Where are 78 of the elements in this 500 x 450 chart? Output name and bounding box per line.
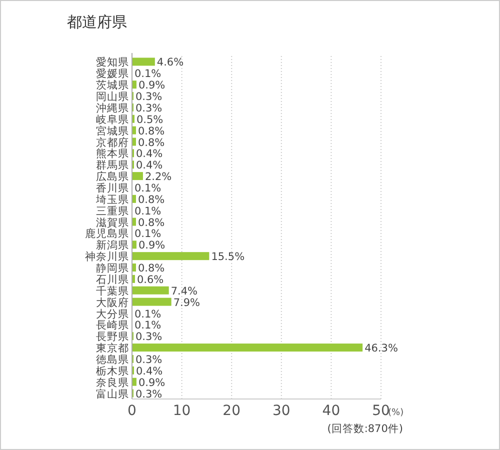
y-tick-label: 神奈川県 [85, 250, 129, 264]
y-tick-label: 鹿児島県 [85, 227, 129, 240]
y-tick-label: 熊本県 [96, 147, 129, 160]
data-label: 0.8% [138, 262, 165, 275]
data-label: 0.4% [136, 160, 163, 172]
text: (回答数:870件) [327, 423, 403, 435]
data-label: 0.3% [135, 102, 162, 114]
bar [132, 58, 155, 66]
data-label: 0.8% [138, 136, 165, 149]
y-tick-label: 岡山県 [96, 90, 129, 104]
bar [132, 80, 136, 89]
bar [132, 378, 136, 386]
data-label: 0.1% [134, 320, 162, 332]
y-tick-label: 新潟県 [96, 238, 129, 252]
y-tick-label: 徳島県 [96, 352, 129, 366]
data-label: 0.1% [134, 68, 162, 80]
y-tick-label: 茨城県 [96, 78, 129, 92]
x-axis-title: (%) [388, 408, 404, 418]
bar [132, 298, 172, 306]
data-label: 0.3% [135, 354, 162, 366]
data-label: 15.5% [211, 251, 245, 264]
y-tick-label: 長崎県 [96, 318, 129, 332]
data-label: 7.9% [173, 296, 200, 309]
y-tick-label: 京都府 [96, 136, 129, 149]
y-tick-label: 三重県 [96, 204, 129, 218]
data-label: 0.4% [136, 365, 163, 378]
y-tick-label: 広島県 [96, 170, 129, 184]
data-label: 0.3% [135, 91, 162, 104]
data-label: 0.3% [135, 331, 162, 344]
y-tick-label: 栃木県 [96, 364, 129, 378]
y-tick-label: 香川県 [96, 181, 129, 194]
chart-title: 都道府県 [67, 13, 127, 31]
x-tick-label: 10 [172, 403, 191, 419]
y-tick-label: 富山県 [96, 387, 129, 400]
data-label: 0.3% [135, 388, 162, 400]
bar [132, 344, 363, 352]
data-label: 0.1% [134, 228, 162, 240]
y-tick-label: 愛知県 [96, 56, 129, 69]
data-label: 0.1% [134, 182, 162, 194]
y-tick-label: 愛媛県 [96, 67, 129, 80]
bar [132, 240, 136, 249]
x-tick-label: 20 [222, 403, 241, 419]
bar [132, 286, 169, 294]
y-tick-label: 群馬県 [96, 160, 129, 172]
y-tick-label: 大阪府 [96, 296, 129, 309]
data-label: 0.4% [136, 148, 163, 160]
data-label: 0.8% [138, 194, 165, 206]
y-tick-label: 大分県 [96, 307, 129, 320]
y-tick-label: 静岡県 [96, 262, 129, 275]
data-label: 0.8% [138, 125, 165, 138]
data-label: 0.1% [134, 205, 162, 218]
data-label: 2.2% [144, 171, 172, 184]
y-tick-label: 宮城県 [96, 124, 129, 138]
y-tick-label: 石川県 [96, 272, 129, 286]
data-label: 0.8% [138, 216, 165, 229]
y-tick-label: 東京都 [96, 342, 129, 355]
y-tick-label: 埼玉県 [95, 194, 129, 206]
x-tick-label: 50 [372, 403, 390, 419]
y-tick-label: 沖縄県 [96, 101, 129, 114]
data-label: 46.3% [364, 342, 398, 355]
y-tick-label: 千葉県 [96, 284, 129, 298]
x-tick-label: 40 [322, 403, 340, 419]
x-tick-label: 30 [272, 403, 290, 419]
data-label: 0.9% [138, 80, 166, 92]
y-tick-label: 奈良県 [96, 376, 129, 389]
y-tick-label: 岐阜県 [96, 112, 129, 126]
data-label: 0.1% [134, 308, 162, 320]
data-label: 0.6% [136, 274, 164, 286]
data-label: 0.9% [138, 376, 166, 389]
y-tick-label: 滋賀県 [96, 216, 129, 229]
bar [132, 252, 210, 260]
bar [132, 172, 143, 180]
data-label: 4.6% [156, 56, 184, 69]
y-tick-label: 長野県 [96, 331, 129, 344]
data-label: 7.4% [170, 285, 198, 298]
data-label: 0.5% [136, 114, 164, 126]
x-tick-label: 0 [128, 403, 136, 419]
data-label: 0.9% [138, 240, 166, 252]
